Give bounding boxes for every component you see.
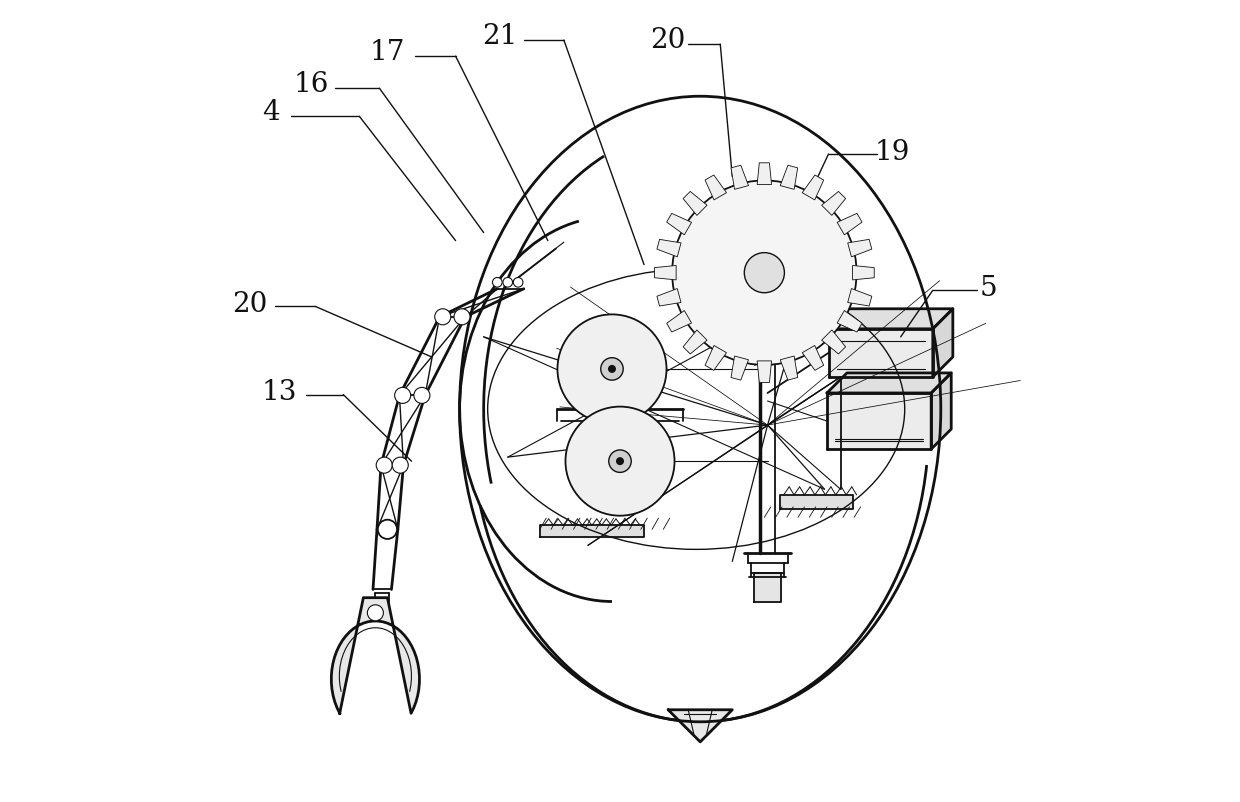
Circle shape [454, 309, 470, 325]
Polygon shape [837, 310, 862, 332]
Polygon shape [539, 525, 644, 537]
Circle shape [394, 387, 410, 403]
Polygon shape [837, 213, 862, 235]
Circle shape [503, 277, 512, 287]
Circle shape [558, 314, 667, 423]
Circle shape [672, 180, 857, 365]
Polygon shape [657, 289, 681, 306]
Polygon shape [802, 175, 823, 200]
Circle shape [392, 457, 408, 473]
Polygon shape [822, 330, 846, 354]
Circle shape [435, 309, 451, 325]
Polygon shape [655, 265, 676, 280]
Polygon shape [827, 373, 951, 393]
Polygon shape [932, 309, 952, 377]
Polygon shape [331, 597, 419, 713]
Polygon shape [706, 346, 727, 371]
Polygon shape [802, 346, 823, 371]
Polygon shape [667, 310, 692, 332]
Text: 5: 5 [980, 275, 998, 302]
Text: 16: 16 [294, 71, 329, 98]
Polygon shape [822, 192, 846, 216]
Polygon shape [853, 265, 874, 280]
Polygon shape [828, 309, 952, 329]
Text: 4: 4 [263, 99, 280, 126]
Circle shape [609, 450, 631, 472]
Text: 13: 13 [262, 379, 296, 407]
Polygon shape [667, 213, 692, 235]
Circle shape [608, 365, 616, 373]
Polygon shape [706, 175, 727, 200]
Polygon shape [758, 163, 771, 184]
Circle shape [414, 387, 430, 403]
Polygon shape [780, 165, 797, 189]
Text: 17: 17 [370, 38, 405, 66]
Polygon shape [668, 710, 733, 742]
Circle shape [513, 277, 523, 287]
Circle shape [367, 605, 383, 621]
Polygon shape [780, 356, 797, 380]
Text: 20: 20 [651, 26, 686, 54]
Circle shape [492, 277, 502, 287]
Polygon shape [683, 330, 707, 354]
Polygon shape [848, 289, 872, 306]
Polygon shape [754, 573, 781, 602]
Polygon shape [848, 239, 872, 257]
Polygon shape [828, 329, 932, 377]
Polygon shape [780, 495, 853, 509]
Circle shape [376, 457, 392, 473]
Polygon shape [683, 192, 707, 216]
Text: 21: 21 [482, 22, 517, 50]
Polygon shape [732, 356, 749, 380]
Circle shape [744, 253, 785, 293]
Polygon shape [657, 239, 681, 257]
Polygon shape [827, 393, 931, 449]
Text: 20: 20 [232, 291, 267, 318]
Circle shape [616, 457, 624, 465]
Circle shape [565, 407, 675, 516]
Polygon shape [732, 165, 749, 189]
Circle shape [600, 358, 624, 380]
Polygon shape [931, 373, 951, 449]
Polygon shape [758, 361, 771, 383]
Text: 19: 19 [875, 139, 910, 166]
Circle shape [378, 520, 397, 539]
